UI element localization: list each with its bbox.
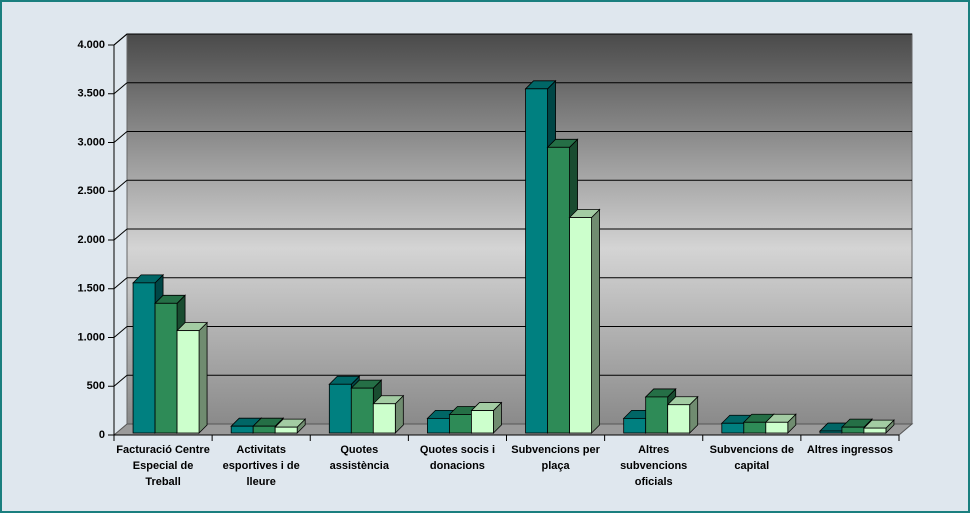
bar (667, 404, 691, 434)
bar (721, 422, 745, 434)
x-tick-label: Subvencions per plaça (511, 444, 600, 472)
bar (569, 217, 592, 434)
bar (176, 330, 200, 434)
bar (765, 421, 789, 434)
x-tick-label: Altres subvencions oficials (620, 444, 688, 488)
bar (819, 430, 843, 434)
x-tick-label: Altres ingressos (806, 444, 894, 456)
y-tick-label: 4.000 (77, 39, 105, 51)
y-tick-label: 3.000 (77, 136, 105, 148)
y-tick-label: 1.500 (77, 283, 105, 295)
grid-line (113, 374, 128, 387)
bar (350, 387, 374, 434)
bar-side (591, 208, 600, 434)
bar (252, 425, 276, 434)
y-tick-label: 1.000 (77, 331, 105, 343)
y-tick-label: 2.000 (77, 234, 105, 246)
y-tick-label: 2.500 (77, 185, 105, 197)
bar (645, 396, 669, 434)
bar (372, 403, 396, 434)
bar (743, 421, 767, 434)
bar (274, 426, 298, 434)
bar (427, 417, 450, 434)
y-tick-label: 0 (99, 429, 105, 441)
x-tick-label: Subvencions de capital (709, 444, 794, 472)
bar (132, 282, 156, 434)
bar (449, 414, 472, 434)
bar (547, 146, 570, 434)
x-tick-label: Facturació Centre Especial de Treball (116, 444, 210, 488)
y-tick-label: 500 (87, 380, 105, 392)
x-tick-label: Quotes socis i donacions (419, 444, 496, 472)
bar (230, 425, 254, 434)
grid-line (113, 326, 128, 338)
bar (623, 417, 647, 434)
grid-line (113, 228, 128, 241)
grid-line (113, 82, 128, 95)
x-tick-label: Activitats esportives i de lleure (222, 444, 300, 488)
bar (154, 302, 178, 434)
y-tick-label: 3.500 (77, 88, 105, 100)
bar (841, 426, 865, 434)
grid-line (113, 131, 128, 143)
grid-line (113, 33, 128, 46)
bar (471, 410, 494, 434)
grid-line (113, 277, 128, 290)
bar-side (198, 321, 208, 434)
bar (525, 88, 548, 434)
bar (863, 427, 887, 434)
x-tick-label: Quotes assistència (329, 444, 389, 472)
bar (328, 383, 352, 434)
grid-line (113, 179, 128, 192)
